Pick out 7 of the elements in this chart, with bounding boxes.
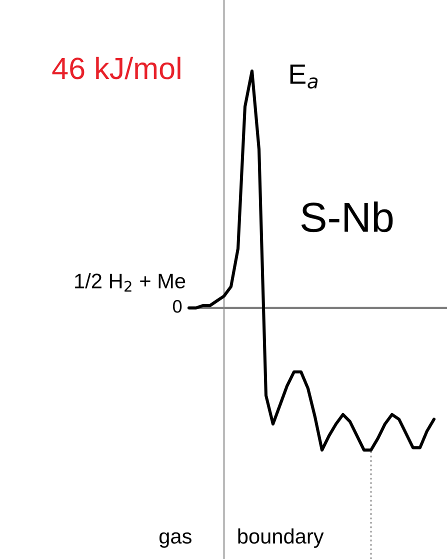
text: boundary (238, 528, 324, 548)
annotation: E$_{a}$ (290, 64, 318, 89)
text: 1/2 H$_{2}$ + Me (75, 273, 186, 292)
text: 46 kJ/mol (52, 56, 180, 80)
annotation: S-Nb (301, 202, 393, 232)
text: 0 (173, 300, 182, 313)
text: gas (160, 532, 192, 548)
